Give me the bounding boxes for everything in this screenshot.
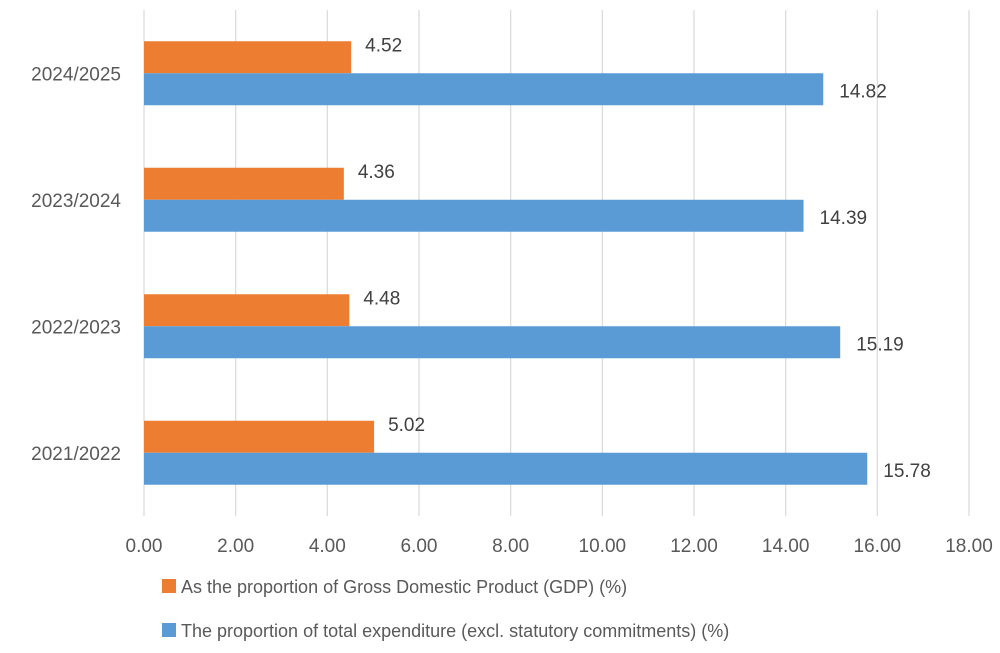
x-axis-ticks: 0.00 2.00 4.00 6.00 8.00 10.00 12.00 14.00 16.00… xyxy=(126,536,993,557)
x-tick-label: 0.00 xyxy=(126,536,163,557)
x-tick-label: 10.00 xyxy=(579,536,627,557)
x-tick-label: 8.00 xyxy=(492,536,529,557)
x-tick-label: 16.00 xyxy=(854,536,902,557)
legend-swatch-expenditure xyxy=(162,623,176,637)
x-tick-label: 4.00 xyxy=(309,536,346,557)
data-label: 4.36 xyxy=(358,162,395,183)
data-label: 15.78 xyxy=(883,461,931,482)
data-label: 14.39 xyxy=(820,208,868,229)
bar-gdp xyxy=(144,294,350,327)
category-labels: 2024/2025 2023/2024 2022/2023 2021/2022 xyxy=(31,64,121,465)
bars xyxy=(144,41,868,485)
bar-expenditure xyxy=(144,452,868,485)
legend-label: The proportion of total expenditure (exc… xyxy=(181,621,729,641)
data-label: 4.52 xyxy=(365,35,402,56)
category-label: 2022/2023 xyxy=(31,317,121,338)
data-label: 5.02 xyxy=(388,415,425,436)
category-label: 2021/2022 xyxy=(31,444,121,465)
data-labels: 4.52 14.82 4.36 14.39 4.48 15.19 5.02 15.78 xyxy=(358,35,931,482)
data-label: 14.82 xyxy=(839,81,887,102)
x-tick-label: 14.00 xyxy=(762,536,810,557)
x-tick-label: 18.00 xyxy=(945,536,993,557)
bar-gdp xyxy=(144,420,375,453)
x-tick-label: 12.00 xyxy=(670,536,718,557)
legend-swatch-gdp xyxy=(162,579,176,593)
x-tick-label: 2.00 xyxy=(217,536,254,557)
bar-expenditure xyxy=(144,73,824,106)
category-label: 2024/2025 xyxy=(31,64,121,85)
data-label: 15.19 xyxy=(856,334,904,355)
bar-expenditure xyxy=(144,326,841,359)
category-label: 2023/2024 xyxy=(31,191,121,212)
data-label: 4.48 xyxy=(363,288,400,309)
legend-label: As the proportion of Gross Domestic Prod… xyxy=(181,577,627,597)
bar-gdp xyxy=(144,41,352,74)
legend: As the proportion of Gross Domestic Prod… xyxy=(162,577,729,641)
bar-gdp xyxy=(144,167,344,200)
bar-expenditure xyxy=(144,199,804,232)
x-tick-label: 6.00 xyxy=(401,536,438,557)
